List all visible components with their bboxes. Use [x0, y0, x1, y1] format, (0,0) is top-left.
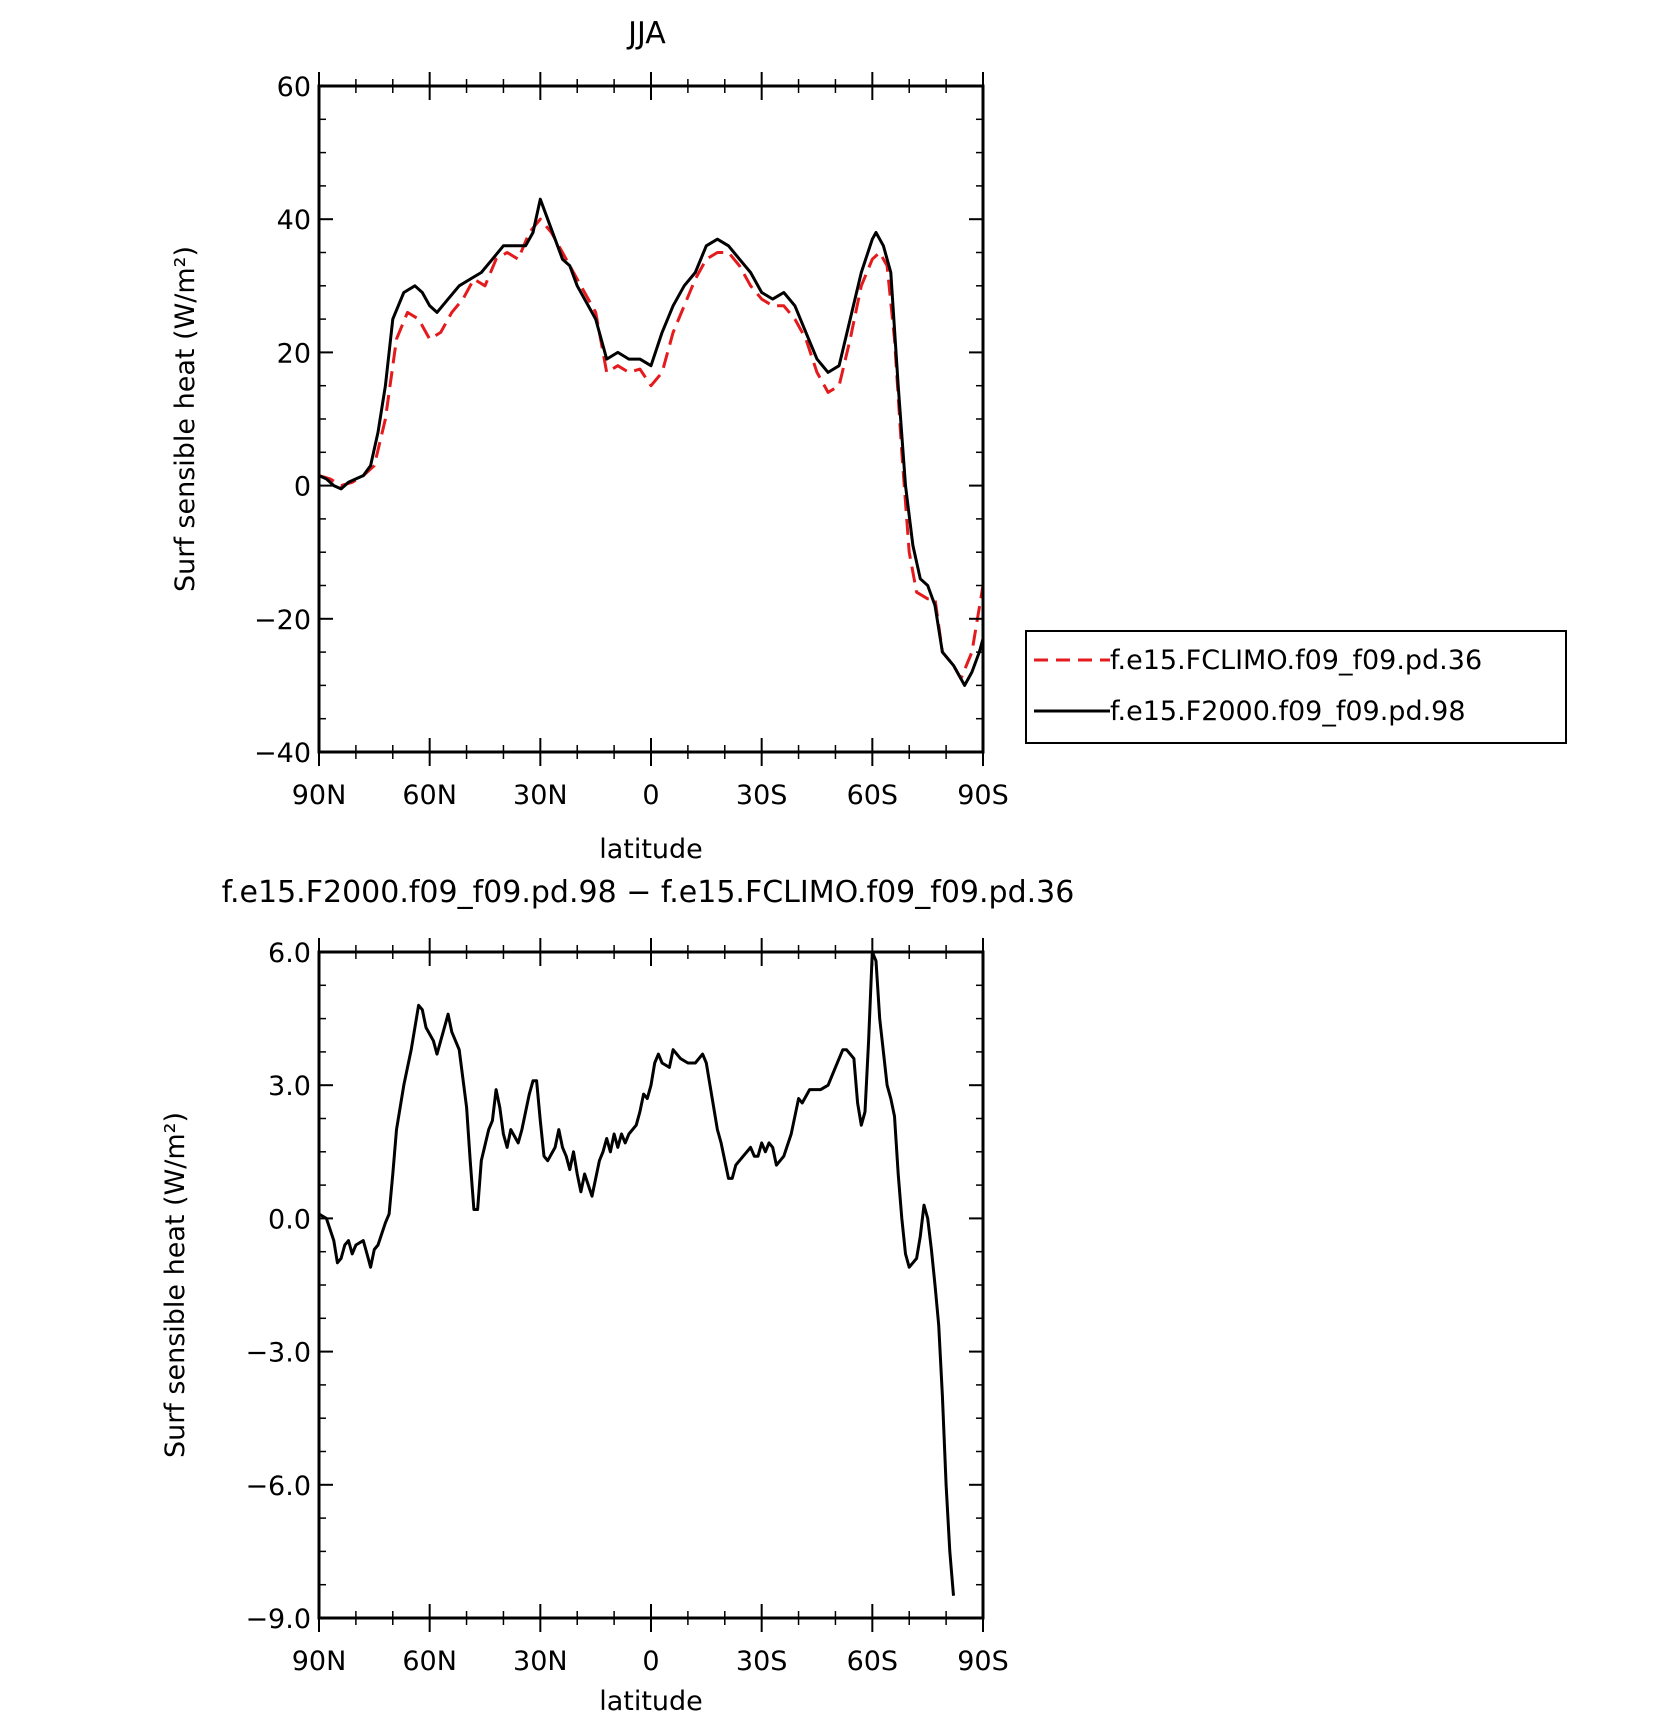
- bottom-x-ticks: 90N 60N 30N 0 30S 60S 90S: [292, 938, 1009, 1677]
- bottom-x-axis-label: latitude: [599, 1686, 703, 1717]
- bottom-ytick-label: −3.0: [245, 1338, 311, 1369]
- top-x-axis-label: latitude: [599, 834, 703, 865]
- bottom-plot-frame: [317, 950, 985, 1620]
- top-ytick-label: 20: [277, 338, 311, 369]
- top-y-ticks: −40 −20 0 20 40 60: [254, 72, 983, 769]
- top-plot-frame: [317, 84, 985, 754]
- bottom-xtick-label: 30N: [513, 1646, 568, 1677]
- top-xtick-label: 60S: [847, 780, 899, 811]
- top-y-axis-label: Surf sensible heat (W/m²): [170, 246, 201, 592]
- top-ytick-label: 0: [294, 472, 311, 503]
- top-xtick-label: 90S: [957, 780, 1009, 811]
- top-chart-title: JJA: [626, 16, 666, 51]
- top-series-line-1: [318, 197, 985, 687]
- bottom-xtick-label: 90N: [292, 1646, 347, 1677]
- top-series-layer: [318, 197, 985, 687]
- legend-label-fclimo: f.e15.FCLIMO.f09_f09.pd.36: [1110, 645, 1482, 676]
- top-chart: JJA −40 −20 0 20 40 60 90N 60N 30N 0 30S 60S 90S la…: [170, 16, 1567, 865]
- bottom-chart: f.e15.F2000.f09_f09.pd.98 − f.e15.FCLIMO…: [160, 875, 1074, 1717]
- top-ytick-label: 40: [277, 205, 311, 236]
- top-xtick-label: 90N: [292, 780, 347, 811]
- bottom-xtick-label: 0: [642, 1646, 659, 1677]
- bottom-xtick-label: 60S: [847, 1646, 899, 1677]
- top-xtick-label: 30S: [736, 780, 788, 811]
- top-ytick-label: −40: [254, 738, 311, 769]
- top-ytick-label: 60: [277, 72, 311, 103]
- top-ytick-label: −20: [254, 605, 311, 636]
- bottom-series-line-0: [318, 950, 955, 1596]
- legend-box: [1025, 630, 1567, 744]
- bottom-y-axis-label: Surf sensible heat (W/m²): [160, 1112, 191, 1458]
- bottom-y-ticks: −9.0 −6.0 −3.0 0.0 3.0 6.0: [245, 938, 983, 1635]
- top-xtick-label: 60N: [402, 780, 457, 811]
- bottom-xtick-label: 60N: [402, 1646, 457, 1677]
- top-x-ticks: 90N 60N 30N 0 30S 60S 90S: [292, 72, 1009, 811]
- bottom-ytick-label: 0.0: [268, 1204, 311, 1235]
- bottom-ytick-label: 3.0: [268, 1071, 311, 1102]
- bottom-chart-title: f.e15.F2000.f09_f09.pd.98 − f.e15.FCLIMO…: [222, 875, 1075, 910]
- top-xtick-label: 0: [642, 780, 659, 811]
- legend-label-f2000: f.e15.F2000.f09_f09.pd.98: [1110, 696, 1466, 727]
- bottom-series-layer: [318, 950, 955, 1596]
- bottom-xtick-label: 90S: [957, 1646, 1009, 1677]
- bottom-ytick-label: 6.0: [268, 938, 311, 969]
- bottom-ytick-label: −9.0: [245, 1604, 311, 1635]
- bottom-xtick-label: 30S: [736, 1646, 788, 1677]
- bottom-ytick-label: −6.0: [245, 1471, 311, 1502]
- top-xtick-label: 30N: [513, 780, 568, 811]
- legend: f.e15.FCLIMO.f09_f09.pd.36 f.e15.F2000.f…: [1025, 630, 1567, 744]
